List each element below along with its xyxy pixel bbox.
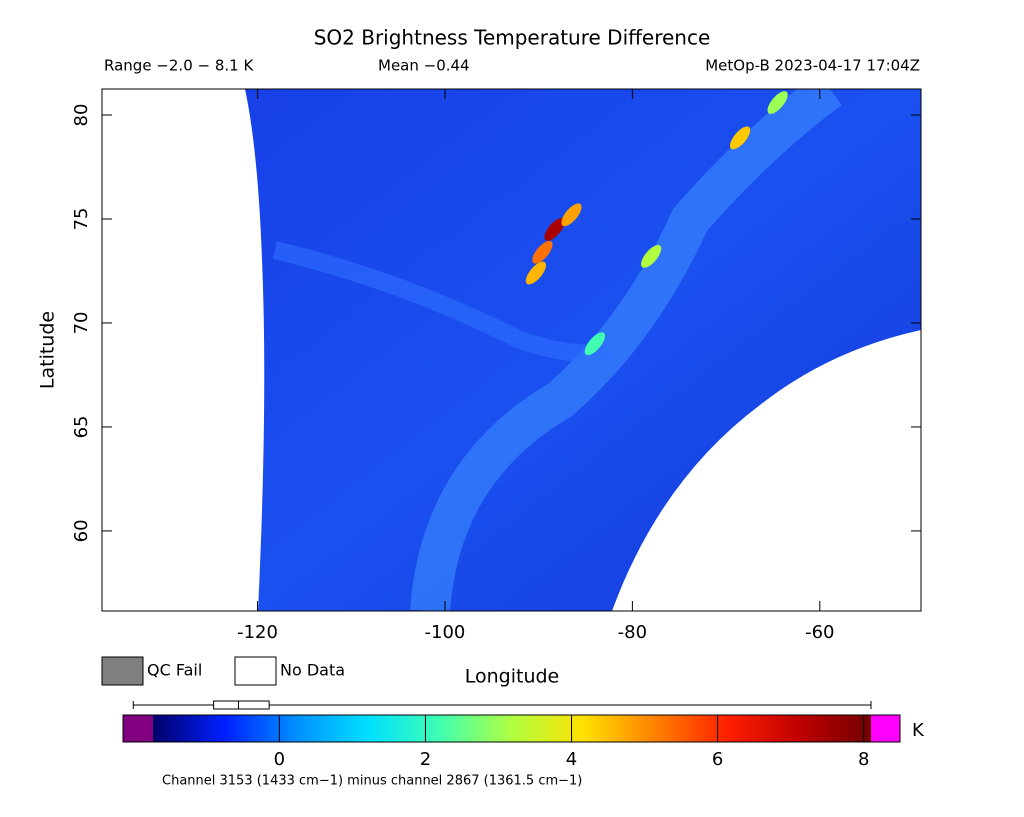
hotspot <box>544 217 565 241</box>
plume-band <box>410 89 842 611</box>
colorbar-frame <box>122 714 901 743</box>
hotspot <box>532 240 553 264</box>
footnote: Channel 3153 (1433 cm−1) minus channel 2… <box>162 774 582 789</box>
hotspot <box>730 126 751 150</box>
legend-swatch <box>234 656 277 686</box>
hotspot <box>525 261 546 285</box>
hotspot <box>767 91 788 114</box>
colorbar-tick-label: 0 <box>274 749 285 770</box>
colorbar-under <box>123 715 153 742</box>
plume-band-west <box>272 241 613 363</box>
x-tick-label: -100 <box>425 622 466 643</box>
source-label: MetOp-B 2023-04-17 17:04Z <box>705 57 920 75</box>
legend-label: QC Fail <box>147 661 202 680</box>
y-tick-label: 60 <box>71 519 92 542</box>
hotspot <box>584 332 606 356</box>
legend-swatch <box>101 656 144 686</box>
range-label: Range −2.0 − 8.1 K <box>104 57 254 75</box>
y-tick-label: 75 <box>71 208 92 231</box>
y-tick-label: 80 <box>71 104 92 127</box>
colorbar-tick-label: 2 <box>420 749 431 770</box>
mean-label: Mean −0.44 <box>378 57 470 75</box>
plot-layer: -120 -100 -80 -60 60 65 70 75 80 0 2 4 6 8 <box>71 88 922 770</box>
x-axis-label: Longitude <box>465 666 560 688</box>
summary-box <box>213 700 270 710</box>
x-tick-label: -120 <box>237 622 278 643</box>
colorbar-tick-label: 4 <box>566 749 577 770</box>
legend-label: No Data <box>280 661 345 680</box>
x-tick-label: -80 <box>618 622 647 643</box>
y-axis-label: Latitude <box>37 311 59 389</box>
colorbar-over <box>871 715 900 742</box>
x-tick-label: -60 <box>805 622 834 643</box>
map-area <box>102 89 921 611</box>
colorbar-tick-label: 6 <box>712 749 723 770</box>
plot-frame <box>101 88 922 612</box>
y-tick-label: 70 <box>71 312 92 335</box>
hotspot <box>561 203 582 227</box>
colorbar-tick-label: 8 <box>858 749 869 770</box>
colorbar <box>153 715 871 742</box>
y-tick-label: 65 <box>71 415 92 438</box>
hotspot <box>641 245 662 268</box>
title: SO2 Brightness Temperature Difference <box>314 26 711 50</box>
colorbar-unit: K <box>912 720 925 741</box>
